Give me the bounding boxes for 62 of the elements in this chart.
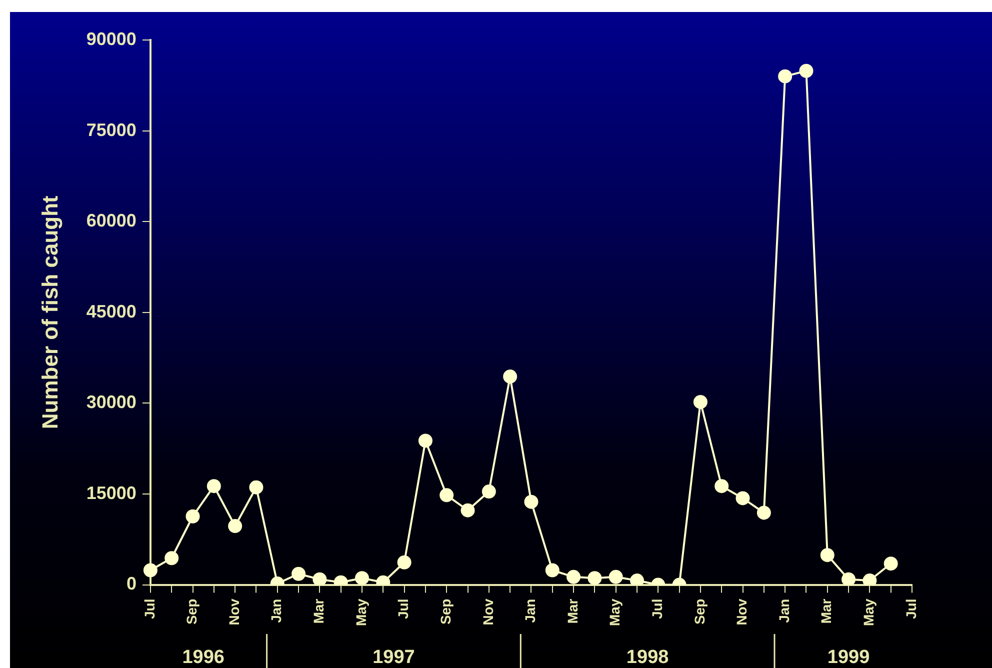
point xyxy=(354,571,369,585)
x-tick-label: Nov xyxy=(480,598,496,626)
point xyxy=(312,572,327,585)
point xyxy=(524,494,538,509)
x-tick-label: Mar xyxy=(310,598,327,624)
y-tick-label: 45000 xyxy=(86,301,136,322)
point xyxy=(249,480,264,494)
x-tick-label: Mar xyxy=(564,598,580,624)
point xyxy=(418,434,432,448)
x-tick-label: May xyxy=(352,598,369,626)
point xyxy=(186,509,200,524)
x-tick-label: May xyxy=(606,598,623,626)
y-axis-title: Number of fish caught xyxy=(37,194,62,430)
point xyxy=(820,548,834,562)
x-tick-label: Sep xyxy=(691,598,708,624)
x-tick-label: Jan xyxy=(268,598,284,623)
point xyxy=(778,69,792,84)
y-tick-label: 30000 xyxy=(86,392,136,412)
text: 1998 xyxy=(626,647,669,668)
y-tick-label: 15000 xyxy=(86,482,136,503)
point xyxy=(460,503,475,518)
point xyxy=(799,64,814,78)
point xyxy=(228,519,242,534)
text: 1997 xyxy=(372,647,415,668)
point xyxy=(693,394,708,409)
point xyxy=(884,556,898,571)
y-tick-label: 60000 xyxy=(86,210,136,231)
x-tick-label: Nov xyxy=(734,598,750,626)
point xyxy=(736,491,750,506)
x-tick-label: Jul xyxy=(141,598,158,619)
point xyxy=(862,574,877,585)
x-tick-label: May xyxy=(860,598,877,626)
x-tick-label: Jul xyxy=(395,598,412,619)
x-tick-label: Jan xyxy=(776,598,792,623)
y-tick-label: 90000 xyxy=(86,28,136,49)
y-tick-label: 75000 xyxy=(86,120,136,140)
point xyxy=(608,570,623,584)
point xyxy=(397,555,412,570)
x-tick-label: Jul xyxy=(649,598,666,619)
x-tick-label: Mar xyxy=(818,598,834,624)
point xyxy=(164,551,179,566)
point xyxy=(842,572,856,585)
x-tick-label: Jan xyxy=(522,598,538,623)
text: 1999 xyxy=(827,647,870,668)
point xyxy=(440,488,454,502)
point xyxy=(630,574,644,585)
x-tick-label: Nov xyxy=(226,598,242,626)
point xyxy=(206,479,221,494)
point xyxy=(545,563,560,578)
point xyxy=(143,563,158,578)
point xyxy=(292,566,306,581)
text: 1996 xyxy=(182,647,224,668)
x-tick-label: Jul xyxy=(902,598,919,619)
x-tick-label: Sep xyxy=(437,598,454,624)
point xyxy=(714,479,729,494)
point xyxy=(588,571,602,585)
point xyxy=(566,570,581,584)
point xyxy=(503,370,518,384)
point xyxy=(756,506,771,520)
x-tick-label: Sep xyxy=(184,598,200,624)
point xyxy=(482,484,496,499)
y-tick-label: 0 xyxy=(126,574,136,594)
